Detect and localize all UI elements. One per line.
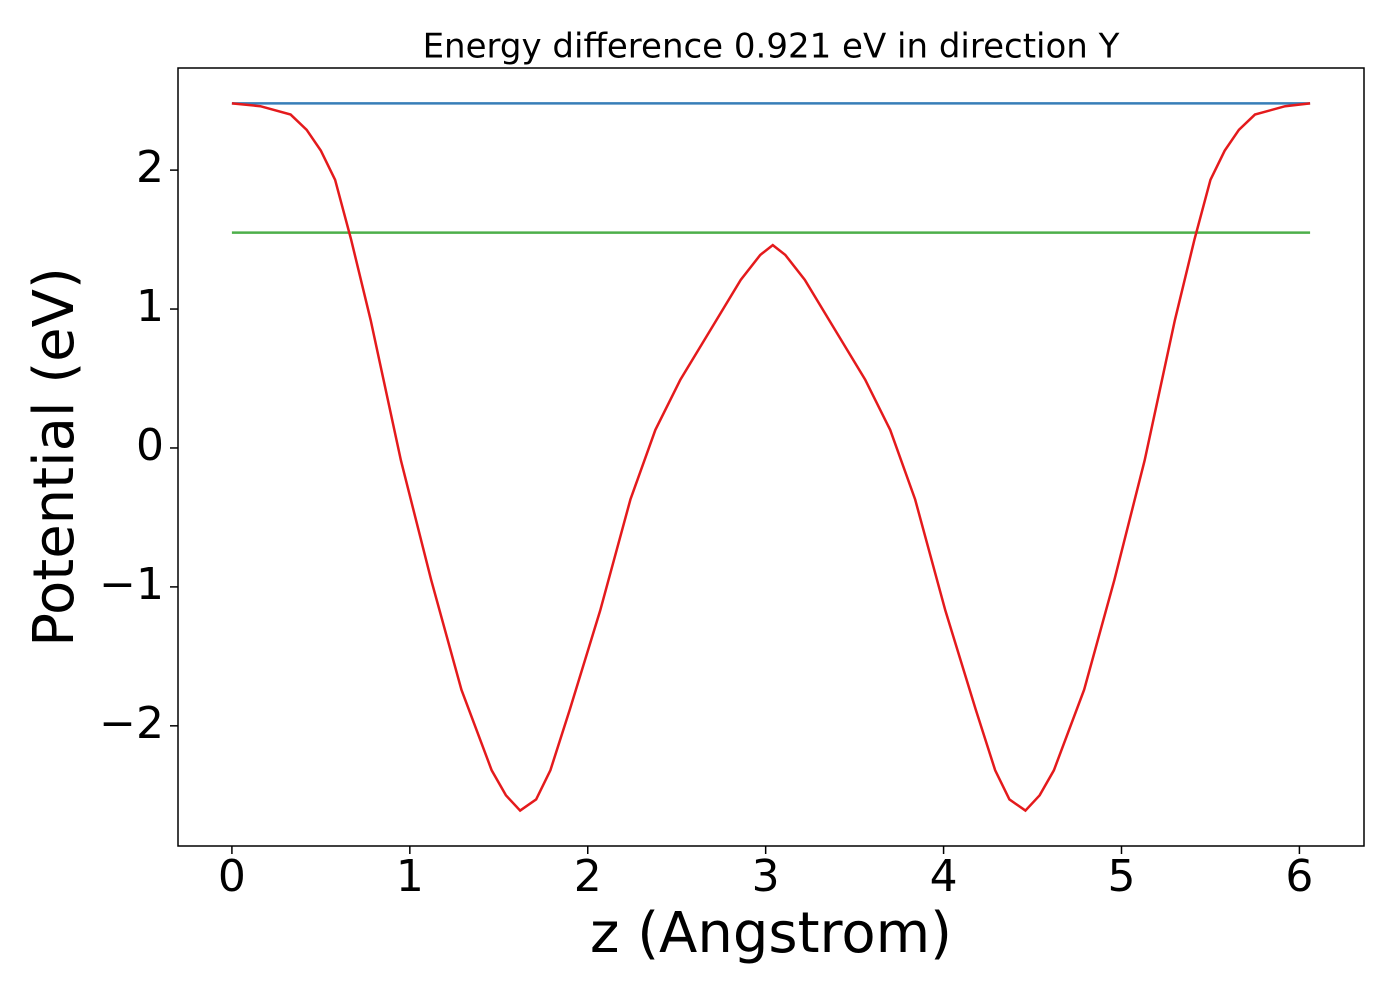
y-tick-label: −2	[99, 698, 164, 749]
line	[231, 102, 1311, 813]
y-tick-label: 2	[136, 142, 164, 193]
x-tick-label: 6	[1285, 851, 1313, 902]
x-axis-label: z (Angstrom)	[590, 901, 952, 966]
y-tick-label: 0	[136, 420, 164, 471]
x-tick-label: 0	[218, 851, 246, 902]
y-axis-label: Potential (eV)	[22, 267, 87, 647]
plot-frame	[177, 67, 1365, 847]
y-tick-label: −1	[99, 559, 164, 610]
x-tick-label: 3	[752, 851, 780, 902]
chart-title: Energy difference 0.921 eV in direction …	[423, 27, 1120, 67]
x-tick-label: 1	[396, 851, 424, 902]
x-tick-label: 2	[574, 851, 602, 902]
y-tick-label: 1	[136, 281, 164, 332]
x-tick-label: 5	[1107, 851, 1135, 902]
x-tick-label: 4	[930, 851, 958, 902]
